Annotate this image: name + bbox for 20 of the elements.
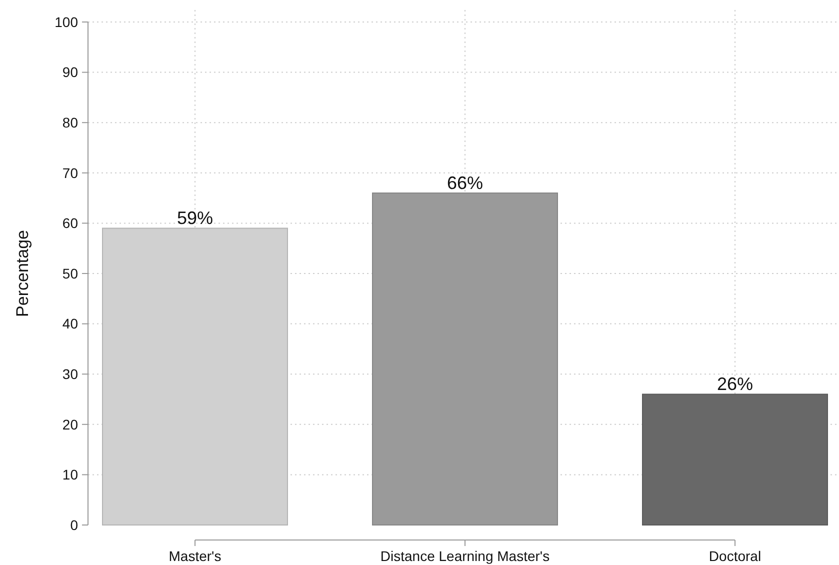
data-label: 66%	[446, 173, 484, 194]
x-tick-label: Master's	[168, 548, 222, 564]
y-tick-label: 40	[62, 316, 78, 332]
x-tick-label: Doctoral	[708, 548, 762, 564]
y-tick-label: 20	[62, 416, 78, 432]
y-tick-label: 70	[62, 164, 78, 181]
y-tick-label: 60	[62, 215, 78, 232]
data-label: 59%	[176, 208, 214, 228]
y-tick-label: 10	[62, 466, 78, 483]
y-tick-label: 0	[70, 516, 78, 533]
y-tick-label: 50	[62, 265, 78, 282]
y-tick-label: 90	[62, 64, 78, 80]
bar	[372, 192, 558, 526]
y-tick-label: 100	[54, 14, 78, 30]
data-label: 26%	[716, 374, 754, 394]
y-axis-title: Percentage	[13, 230, 32, 317]
x-tick-label: Distance Learning Master's	[380, 548, 550, 564]
bar	[642, 394, 828, 526]
y-tick-label: 80	[62, 114, 78, 130]
y-tick-label: 30	[62, 366, 78, 382]
